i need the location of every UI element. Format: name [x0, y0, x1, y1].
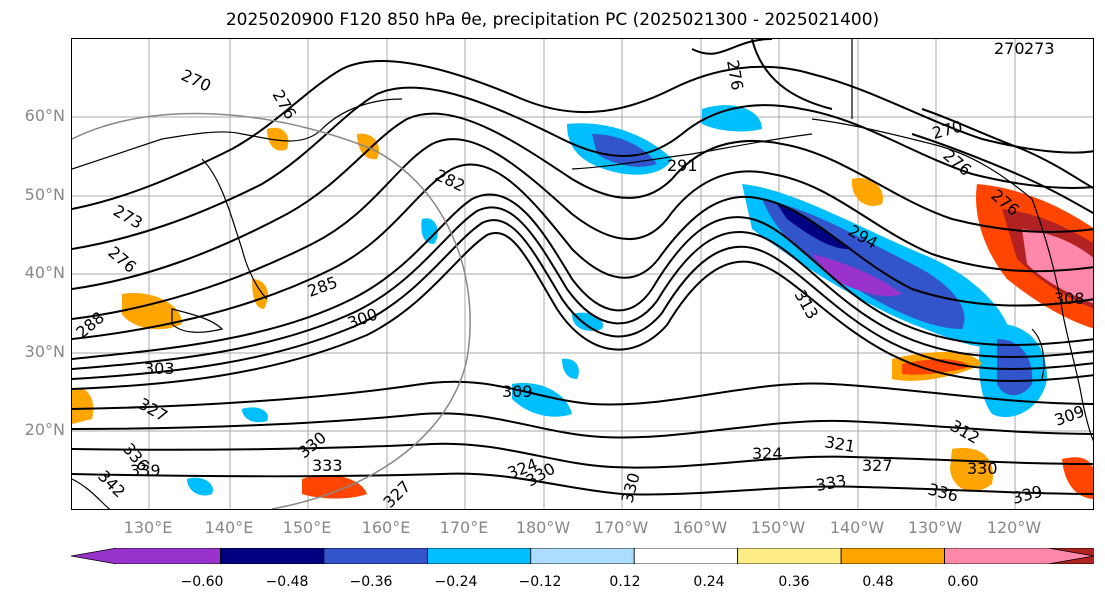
- contour-label: 330: [967, 459, 998, 478]
- colorbar-tick: −0.24: [434, 574, 478, 590]
- contour-label: 300: [345, 304, 380, 332]
- lat-label: 50°N: [24, 185, 65, 204]
- contour-label: 342: [94, 466, 129, 501]
- contour-label: 285: [305, 272, 340, 300]
- lat-label: 40°N: [24, 263, 65, 282]
- contour-label: 339: [130, 461, 161, 480]
- map-canvas: 270 276 273 276 282 285 300 288 303 327 …: [72, 39, 1093, 510]
- contour-label: 336: [926, 480, 960, 506]
- contour-label: 276: [939, 146, 975, 180]
- colorbar-segment: [633, 548, 739, 564]
- lon-label: 170°E: [439, 518, 489, 537]
- contour-label: 270: [178, 65, 214, 95]
- colorbar-segment: [840, 548, 945, 564]
- coastlines: [72, 39, 1093, 509]
- colorbar-segment: [426, 548, 532, 564]
- colorbar-segment: [71, 548, 221, 564]
- contour-label: 288: [72, 308, 108, 342]
- projection-arc: [72, 112, 471, 509]
- colorbar-segment: [323, 548, 428, 564]
- contour-label: 327: [135, 394, 171, 426]
- contour-label: 330: [618, 471, 644, 505]
- lat-label: 30°N: [24, 342, 65, 361]
- contour-label: 273: [110, 201, 146, 233]
- map-area: 270 276 273 276 282 285 300 288 303 327 …: [71, 38, 1094, 510]
- contour-label: 312: [947, 416, 983, 448]
- lon-label: 130°W: [907, 518, 963, 537]
- precip-shading: [72, 105, 1093, 499]
- lon-label: 150°E: [282, 518, 332, 537]
- map-title: 2025020900 F120 850 hPa θe, precipitatio…: [225, 10, 880, 30]
- theta-e-contours: [72, 39, 1093, 496]
- colorbar-segment: [530, 548, 635, 564]
- contour-label: 308: [1054, 289, 1085, 308]
- lon-label: 140°E: [204, 518, 254, 537]
- contour-label: 303: [144, 359, 175, 378]
- colorbar-tick: −0.60: [180, 574, 224, 590]
- lon-label: 120°W: [986, 518, 1042, 537]
- colorbar-segment: [944, 548, 1094, 564]
- contour-label: 333: [312, 456, 343, 475]
- contour-label: 276: [104, 243, 140, 277]
- contour-label: 270: [994, 39, 1025, 58]
- lon-label: 140°W: [829, 518, 885, 537]
- colorbar-tick: 0.36: [778, 574, 810, 590]
- contour-label: 327: [862, 456, 893, 475]
- contour-label: 276: [723, 58, 747, 91]
- colorbar-tick: −0.12: [518, 574, 562, 590]
- lat-label: 20°N: [24, 420, 65, 439]
- colorbar-tick: 0.24: [693, 574, 725, 590]
- lon-label: 170°W: [593, 518, 649, 537]
- contour-label: 333: [814, 471, 847, 495]
- colorbar-tick: 0.12: [609, 574, 641, 590]
- contour-label: 273: [1024, 39, 1055, 58]
- contour-label: 324: [752, 444, 783, 463]
- lon-label: 130°E: [123, 518, 173, 537]
- colorbar-segment: [737, 548, 842, 564]
- lon-label: 160°W: [672, 518, 728, 537]
- colorbar-segment: [220, 548, 325, 564]
- contour-label: 327: [379, 477, 414, 510]
- contour-label: 282: [432, 165, 468, 195]
- contour-label: 321: [823, 432, 856, 456]
- lat-label: 60°N: [24, 106, 65, 125]
- colorbar: [71, 548, 1094, 564]
- lon-label: 180°W: [515, 518, 571, 537]
- contour-label: 309: [502, 382, 533, 401]
- colorbar-tick: 0.60: [947, 574, 979, 590]
- lon-label: 160°E: [361, 518, 411, 537]
- colorbar-tick: −0.48: [265, 574, 309, 590]
- contour-label: 291: [667, 156, 698, 175]
- lon-label: 150°W: [750, 518, 806, 537]
- contour-label: 309: [1052, 401, 1087, 429]
- colorbar-tick: −0.36: [349, 574, 393, 590]
- colorbar-tick: 0.48: [862, 574, 894, 590]
